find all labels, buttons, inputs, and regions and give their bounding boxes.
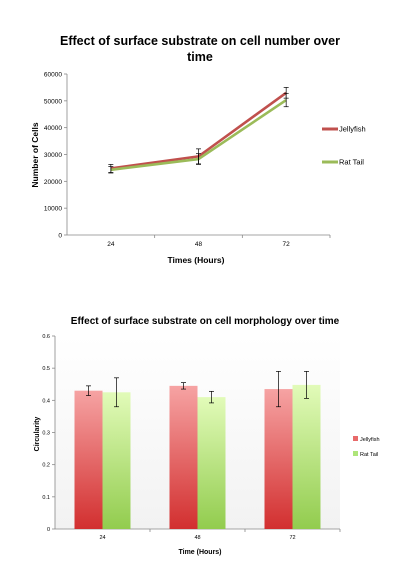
chart1-error-bar: [108, 166, 114, 174]
chart1-x-tick-label: 48: [195, 241, 203, 248]
chart2-error-bar: [86, 385, 91, 396]
cell-number-line-chart: Effect of surface substrate on cell numb…: [30, 34, 366, 265]
chart2-title: Effect of surface substrate on cell morp…: [71, 316, 340, 327]
chart2-y-tick-label: 0.6: [42, 334, 50, 340]
chart2-bar-jellyfish: [74, 390, 103, 529]
chart2-legend-swatch: [353, 451, 358, 456]
chart2-error-bar: [209, 390, 214, 404]
chart1-x-tick-label: 24: [107, 241, 115, 248]
chart2-xlabel: Time (Hours): [178, 549, 221, 556]
chart2-y-tick-label: 0.2: [42, 463, 50, 469]
chart1-title-line1: Effect of surface substrate on cell numb…: [60, 34, 340, 48]
chart2-error-bar: [181, 382, 186, 390]
chart2-legend-swatch: [353, 436, 358, 441]
chart2-bar-jellyfish: [264, 389, 293, 529]
chart1-legend-label: Jellyfish: [339, 125, 366, 134]
chart2-error-bar: [304, 371, 309, 399]
chart2-y-tick-label: 0.5: [42, 366, 50, 372]
chart2-y-tick-label: 0.4: [42, 398, 50, 404]
chart2-x-tick-label: 24: [99, 535, 105, 541]
chart1-x-tick-label: 72: [283, 241, 291, 248]
chart2-legend-label: Rat Tail: [360, 452, 378, 458]
chart2-bar-rat-tail: [197, 397, 226, 529]
chart1-y-tick-label: 60000: [44, 72, 62, 79]
chart2-y-tick-label: 0.3: [42, 431, 50, 437]
chart2-y-tick-label: 0: [47, 527, 50, 533]
cell-morphology-bar-chart: Effect of surface substrate on cell morp…: [34, 316, 380, 556]
chart2-ylabel: Circularity: [34, 417, 41, 452]
chart2-x-tick-label: 72: [289, 535, 295, 541]
chart2-bar-jellyfish: [169, 385, 198, 529]
chart1-ylabel: Number of Cells: [30, 122, 40, 187]
chart1-title-line2: time: [187, 50, 213, 64]
chart2-bar-rat-tail: [292, 384, 321, 529]
chart2-bar-rat-tail: [102, 392, 131, 529]
chart1-y-tick-label: 0: [58, 233, 62, 240]
chart1-y-tick-label: 10000: [44, 206, 62, 213]
chart1-error-bar: [196, 153, 201, 165]
chart1-xlabel: Times (Hours): [168, 255, 225, 265]
chart2-error-bar: [114, 377, 119, 408]
chart2-y-tick-label: 0.1: [42, 495, 50, 501]
chart1-y-tick-label: 40000: [44, 125, 62, 132]
chart1-y-tick-label: 30000: [44, 152, 62, 159]
chart2-x-tick-label: 48: [194, 535, 200, 541]
chart1-y-tick-label: 50000: [44, 98, 62, 105]
chart1-legend-label: Rat Tail: [339, 158, 364, 167]
chart1-error-bar: [283, 92, 289, 108]
chart1-y-tick-label: 20000: [44, 179, 62, 186]
chart2-error-bar: [276, 371, 281, 408]
chart2-legend-label: Jellyfish: [360, 437, 380, 443]
